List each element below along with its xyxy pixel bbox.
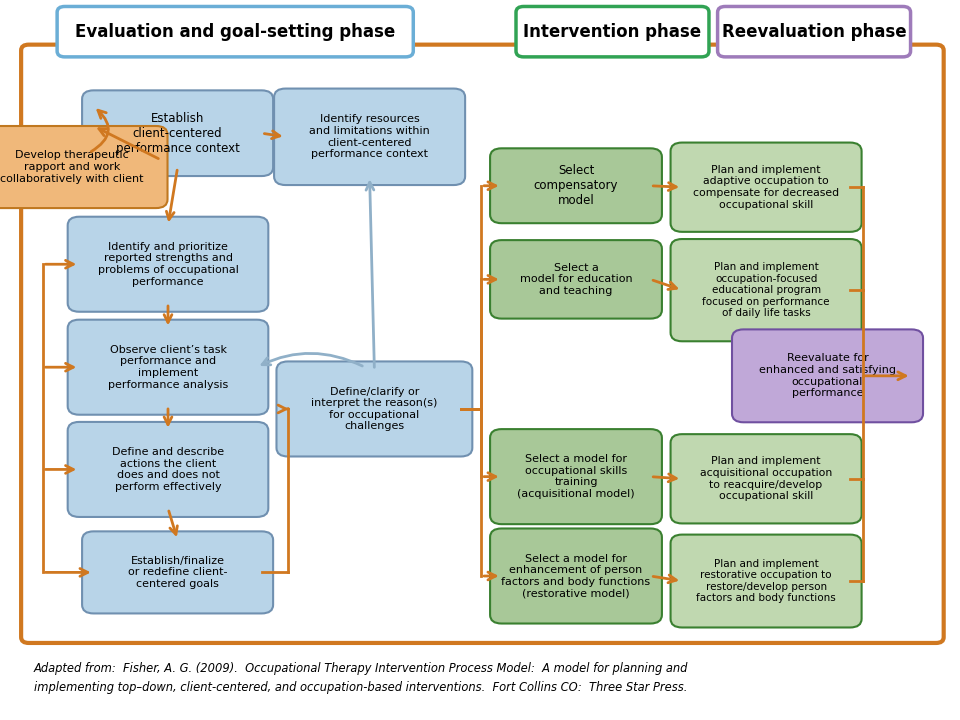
FancyBboxPatch shape [83,90,273,176]
FancyBboxPatch shape [0,126,167,208]
FancyBboxPatch shape [670,534,861,627]
Text: implementing top–down, client-centered, and occupation-based interventions.  For: implementing top–down, client-centered, … [34,681,687,694]
Text: Define/clarify or
interpret the reason(s)
for occupational
challenges: Define/clarify or interpret the reason(s… [311,387,438,431]
FancyBboxPatch shape [490,528,662,624]
Text: Select
compensatory
model: Select compensatory model [534,164,618,207]
FancyBboxPatch shape [67,217,268,312]
FancyBboxPatch shape [717,6,910,57]
Text: Observe client’s task
performance and
implement
performance analysis: Observe client’s task performance and im… [108,345,228,390]
Text: Identify and prioritize
reported strengths and
problems of occupational
performa: Identify and prioritize reported strengt… [98,242,238,287]
Text: Reevaluate for
enhanced and satisfying
occupational
performance: Reevaluate for enhanced and satisfying o… [759,354,896,398]
FancyBboxPatch shape [670,143,861,232]
FancyBboxPatch shape [516,6,708,57]
Text: Evaluation and goal-setting phase: Evaluation and goal-setting phase [75,23,396,41]
Text: Adapted from:  Fisher, A. G. (2009).  Occupational Therapy Intervention Process : Adapted from: Fisher, A. G. (2009). Occu… [34,662,688,675]
FancyBboxPatch shape [732,330,923,422]
FancyBboxPatch shape [276,361,472,456]
Text: Identify resources
and limitations within
client-centered
performance context: Identify resources and limitations withi… [309,114,430,159]
FancyBboxPatch shape [83,531,273,613]
Text: Intervention phase: Intervention phase [523,23,702,41]
FancyBboxPatch shape [670,239,861,341]
Text: Select a model for
occupational skills
training
(acquisitional model): Select a model for occupational skills t… [517,454,635,499]
Text: Define and describe
actions the client
does and does not
perform effectively: Define and describe actions the client d… [112,447,224,492]
FancyBboxPatch shape [490,148,662,223]
FancyBboxPatch shape [490,429,662,524]
Text: Develop therapeutic
rapport and work
collaboratively with client: Develop therapeutic rapport and work col… [0,150,144,184]
Text: Establish/finalize
or redefine client-
centered goals: Establish/finalize or redefine client- c… [128,556,228,589]
FancyBboxPatch shape [670,434,861,523]
Text: Select a
model for education
and teaching: Select a model for education and teachin… [519,263,633,296]
Text: Plan and implement
restorative occupation to
restore/develop person
factors and : Plan and implement restorative occupatio… [696,559,836,603]
FancyBboxPatch shape [275,89,465,185]
FancyBboxPatch shape [58,6,413,57]
FancyBboxPatch shape [67,320,268,415]
Text: Establish
client-centered
performance context: Establish client-centered performance co… [115,112,240,155]
Text: Plan and implement
acquisitional occupation
to reacquire/develop
occupational sk: Plan and implement acquisitional occupat… [700,456,832,501]
Text: Select a model for
enhancement of person
factors and body functions
(restorative: Select a model for enhancement of person… [501,554,651,598]
Text: Reevaluation phase: Reevaluation phase [722,23,906,41]
FancyBboxPatch shape [490,240,662,318]
Text: Plan and implement
adaptive occupation to
compensate for decreased
occupational : Plan and implement adaptive occupation t… [693,165,839,210]
FancyBboxPatch shape [67,422,268,517]
Text: Plan and implement
occupation-focused
educational program
focused on performance: Plan and implement occupation-focused ed… [703,262,829,318]
